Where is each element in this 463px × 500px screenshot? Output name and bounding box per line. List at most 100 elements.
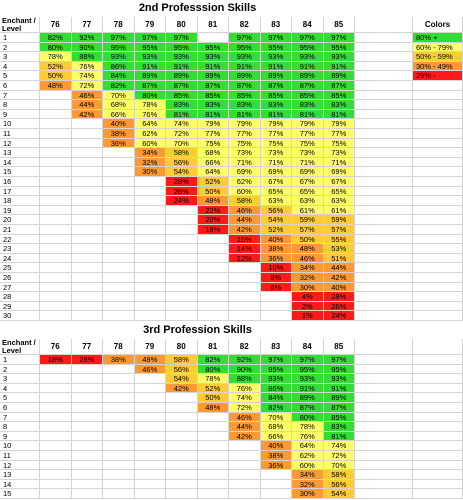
cell (413, 119, 463, 129)
percent-cell: 70% (103, 90, 135, 101)
percent-cell: 42% (229, 225, 261, 235)
percent-cell: 76% (229, 383, 261, 394)
percent-cell: 85% (292, 90, 324, 101)
percent-cell: 46% (71, 90, 103, 101)
cell (40, 148, 72, 158)
cell (355, 17, 413, 33)
cell (413, 148, 463, 158)
percent-cell: 76% (134, 109, 166, 120)
percent-cell: 74% (323, 441, 355, 451)
cell (355, 234, 413, 245)
percent-cell: 71% (260, 157, 292, 168)
percent-cell: 78% (40, 52, 72, 62)
cell (260, 470, 292, 480)
percent-cell: 93% (323, 374, 355, 384)
cell (229, 489, 261, 499)
percent-cell: 54% (166, 167, 198, 177)
row-label: 7 (0, 90, 40, 101)
cell (355, 42, 413, 53)
cell (355, 364, 413, 375)
cell (229, 441, 261, 451)
percent-cell: 48% (197, 403, 229, 413)
percent-cell: 50% (40, 71, 72, 81)
percent-cell: 73% (292, 148, 324, 158)
percent-cell: 72% (323, 451, 355, 461)
cell (71, 157, 103, 168)
cell (40, 292, 72, 302)
percent-cell: 30% (134, 167, 166, 177)
percent-cell: 68% (197, 148, 229, 158)
cell (413, 205, 463, 216)
cell (103, 451, 135, 461)
cell (166, 393, 198, 403)
column-header: 84 (292, 339, 324, 355)
cell (71, 129, 103, 139)
percent-cell: 26% (166, 186, 198, 197)
cell (260, 292, 292, 302)
cell (40, 90, 72, 101)
cell (40, 186, 72, 197)
percent-cell: 50% (197, 186, 229, 197)
percent-cell: 63% (323, 196, 355, 206)
percent-cell: 68% (103, 100, 135, 110)
row-label: 19 (0, 205, 40, 216)
cell (166, 479, 198, 490)
cell (71, 374, 103, 384)
percent-cell: 36% (260, 253, 292, 264)
percent-cell: 36% (103, 138, 135, 149)
cell (71, 451, 103, 461)
percent-cell: 87% (323, 81, 355, 91)
cell (40, 383, 72, 394)
cell (71, 489, 103, 499)
cell (40, 403, 72, 413)
percent-cell: 90% (229, 364, 261, 375)
percent-cell: 69% (292, 167, 324, 177)
percent-cell: 89% (323, 393, 355, 403)
percent-cell: 74% (166, 119, 198, 129)
cell (355, 71, 413, 81)
cell (166, 451, 198, 461)
percent-cell: 83% (323, 100, 355, 110)
percent-cell: 87% (229, 81, 261, 91)
percent-cell: 83% (260, 100, 292, 110)
percent-cell: 81% (323, 109, 355, 120)
percent-cell: 66% (103, 109, 135, 120)
percent-cell: 85% (166, 90, 198, 101)
cell (40, 215, 72, 225)
cell (71, 431, 103, 442)
percent-cell: 40% (323, 282, 355, 293)
percent-cell: 80% (40, 42, 72, 53)
cell (40, 311, 72, 321)
cell (229, 451, 261, 461)
percent-cell: 91% (292, 61, 324, 72)
percent-cell: 57% (292, 225, 324, 235)
percent-cell: 79% (292, 119, 324, 129)
cell (103, 460, 135, 471)
cell (103, 412, 135, 423)
row-label: 9 (0, 431, 40, 442)
cell (134, 205, 166, 216)
cell (71, 403, 103, 413)
cell (355, 33, 413, 43)
percent-cell: 70% (166, 138, 198, 149)
cell (40, 263, 72, 273)
cell (71, 479, 103, 490)
percent-cell: 32% (292, 273, 324, 283)
cell (413, 451, 463, 461)
percent-cell: 95% (166, 42, 198, 53)
percent-cell: 81% (229, 109, 261, 120)
column-header: 77 (71, 339, 103, 355)
cell (134, 282, 166, 293)
cell (166, 431, 198, 442)
percent-cell: 93% (166, 52, 198, 62)
percent-cell: 83% (166, 100, 198, 110)
percent-cell: 85% (323, 412, 355, 423)
row-label: 9 (0, 109, 40, 120)
cell (134, 301, 166, 312)
cell (103, 225, 135, 235)
cell (166, 301, 198, 312)
cell (413, 431, 463, 442)
percent-cell: 60% (134, 138, 166, 149)
percent-cell: 71% (229, 157, 261, 168)
